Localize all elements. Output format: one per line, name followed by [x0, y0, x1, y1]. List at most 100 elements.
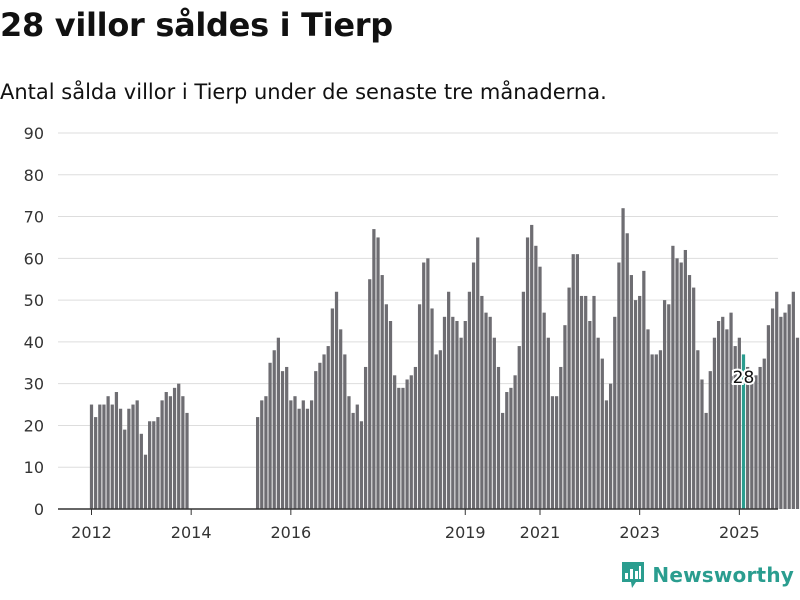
bar	[268, 362, 272, 509]
bar	[642, 270, 646, 509]
bar	[675, 258, 679, 509]
bar	[442, 316, 447, 509]
bar	[467, 291, 472, 509]
bar	[388, 321, 393, 509]
bar	[530, 224, 534, 509]
x-tick-label: 2021	[520, 523, 561, 542]
bar	[106, 396, 110, 509]
bar	[376, 237, 380, 509]
bar	[451, 316, 455, 509]
bar	[496, 366, 501, 509]
bar	[455, 321, 459, 509]
bar	[393, 375, 397, 509]
bar	[567, 287, 571, 509]
newsworthy-wordmark: Newsworthy	[652, 563, 794, 587]
bar	[737, 337, 741, 509]
bar	[733, 346, 737, 509]
bar	[305, 408, 310, 509]
bar	[754, 375, 758, 509]
bar	[343, 354, 347, 509]
bar	[272, 350, 276, 509]
chart-subtitle: Antal sålda villor i Tierp under de sena…	[0, 80, 607, 104]
bar	[775, 291, 779, 509]
bar	[795, 337, 800, 509]
bar	[264, 396, 268, 509]
bar	[293, 396, 297, 509]
bar	[571, 254, 575, 509]
bar	[185, 412, 189, 509]
bar	[746, 366, 750, 509]
y-tick-label: 10	[24, 458, 44, 477]
bar	[783, 312, 787, 509]
bar	[555, 396, 559, 509]
bar	[721, 316, 725, 509]
bar	[584, 295, 588, 509]
bar	[716, 321, 721, 509]
bar	[608, 383, 613, 509]
bar	[172, 387, 177, 509]
y-tick-label: 90	[24, 124, 44, 143]
y-tick-label: 70	[24, 208, 44, 227]
bar	[168, 396, 173, 509]
bar	[301, 400, 305, 509]
newsworthy-icon	[622, 562, 645, 588]
bar	[600, 358, 604, 509]
bar	[409, 375, 413, 509]
bar-chart: 0 10 20 30 40 50 60 70 80 90 2012 2014 2016 2019 2021 2…	[24, 124, 800, 542]
bar	[384, 304, 388, 509]
bar	[326, 346, 330, 509]
bar	[550, 396, 555, 509]
bar	[579, 295, 584, 509]
bar	[255, 417, 260, 509]
bar	[563, 325, 567, 509]
bar	[791, 291, 795, 509]
bar	[505, 392, 509, 509]
bar	[538, 266, 542, 509]
bar	[351, 412, 355, 509]
bar	[127, 408, 131, 509]
bar	[102, 404, 106, 509]
bar	[430, 308, 434, 509]
bar	[592, 295, 596, 509]
bar	[546, 337, 550, 509]
bar	[438, 350, 442, 509]
bar	[712, 337, 717, 509]
bar	[704, 412, 708, 509]
bar	[372, 229, 376, 509]
bar	[347, 396, 351, 509]
bar	[488, 316, 492, 509]
bar	[509, 387, 513, 509]
bar	[417, 304, 422, 509]
bar	[617, 262, 621, 509]
bar	[181, 396, 185, 509]
bar	[355, 404, 359, 509]
newsworthy-logo: Newsworthy	[620, 560, 794, 590]
y-tick-label: 0	[34, 500, 44, 519]
bar	[700, 379, 704, 509]
bar	[729, 312, 733, 509]
bar	[177, 383, 181, 509]
highlight-data-label: 28	[733, 368, 755, 388]
bar	[604, 400, 609, 509]
bar	[359, 421, 364, 509]
bar	[484, 312, 488, 509]
x-tick-label: 2023	[619, 523, 660, 542]
bar	[123, 429, 127, 509]
bar	[679, 262, 683, 509]
bar	[98, 404, 102, 509]
bar	[89, 404, 94, 509]
bar	[696, 350, 700, 509]
bar	[143, 454, 148, 509]
bar	[480, 295, 484, 509]
bar	[139, 433, 143, 509]
y-tick-label: 50	[24, 291, 44, 310]
bar	[110, 404, 114, 509]
y-tick-label: 60	[24, 249, 44, 268]
bar	[492, 337, 496, 509]
bar	[671, 245, 675, 510]
bar	[517, 346, 521, 509]
bar	[401, 387, 405, 509]
bar	[638, 295, 642, 509]
bar	[621, 208, 625, 509]
x-tick-label: 2012	[71, 523, 112, 542]
